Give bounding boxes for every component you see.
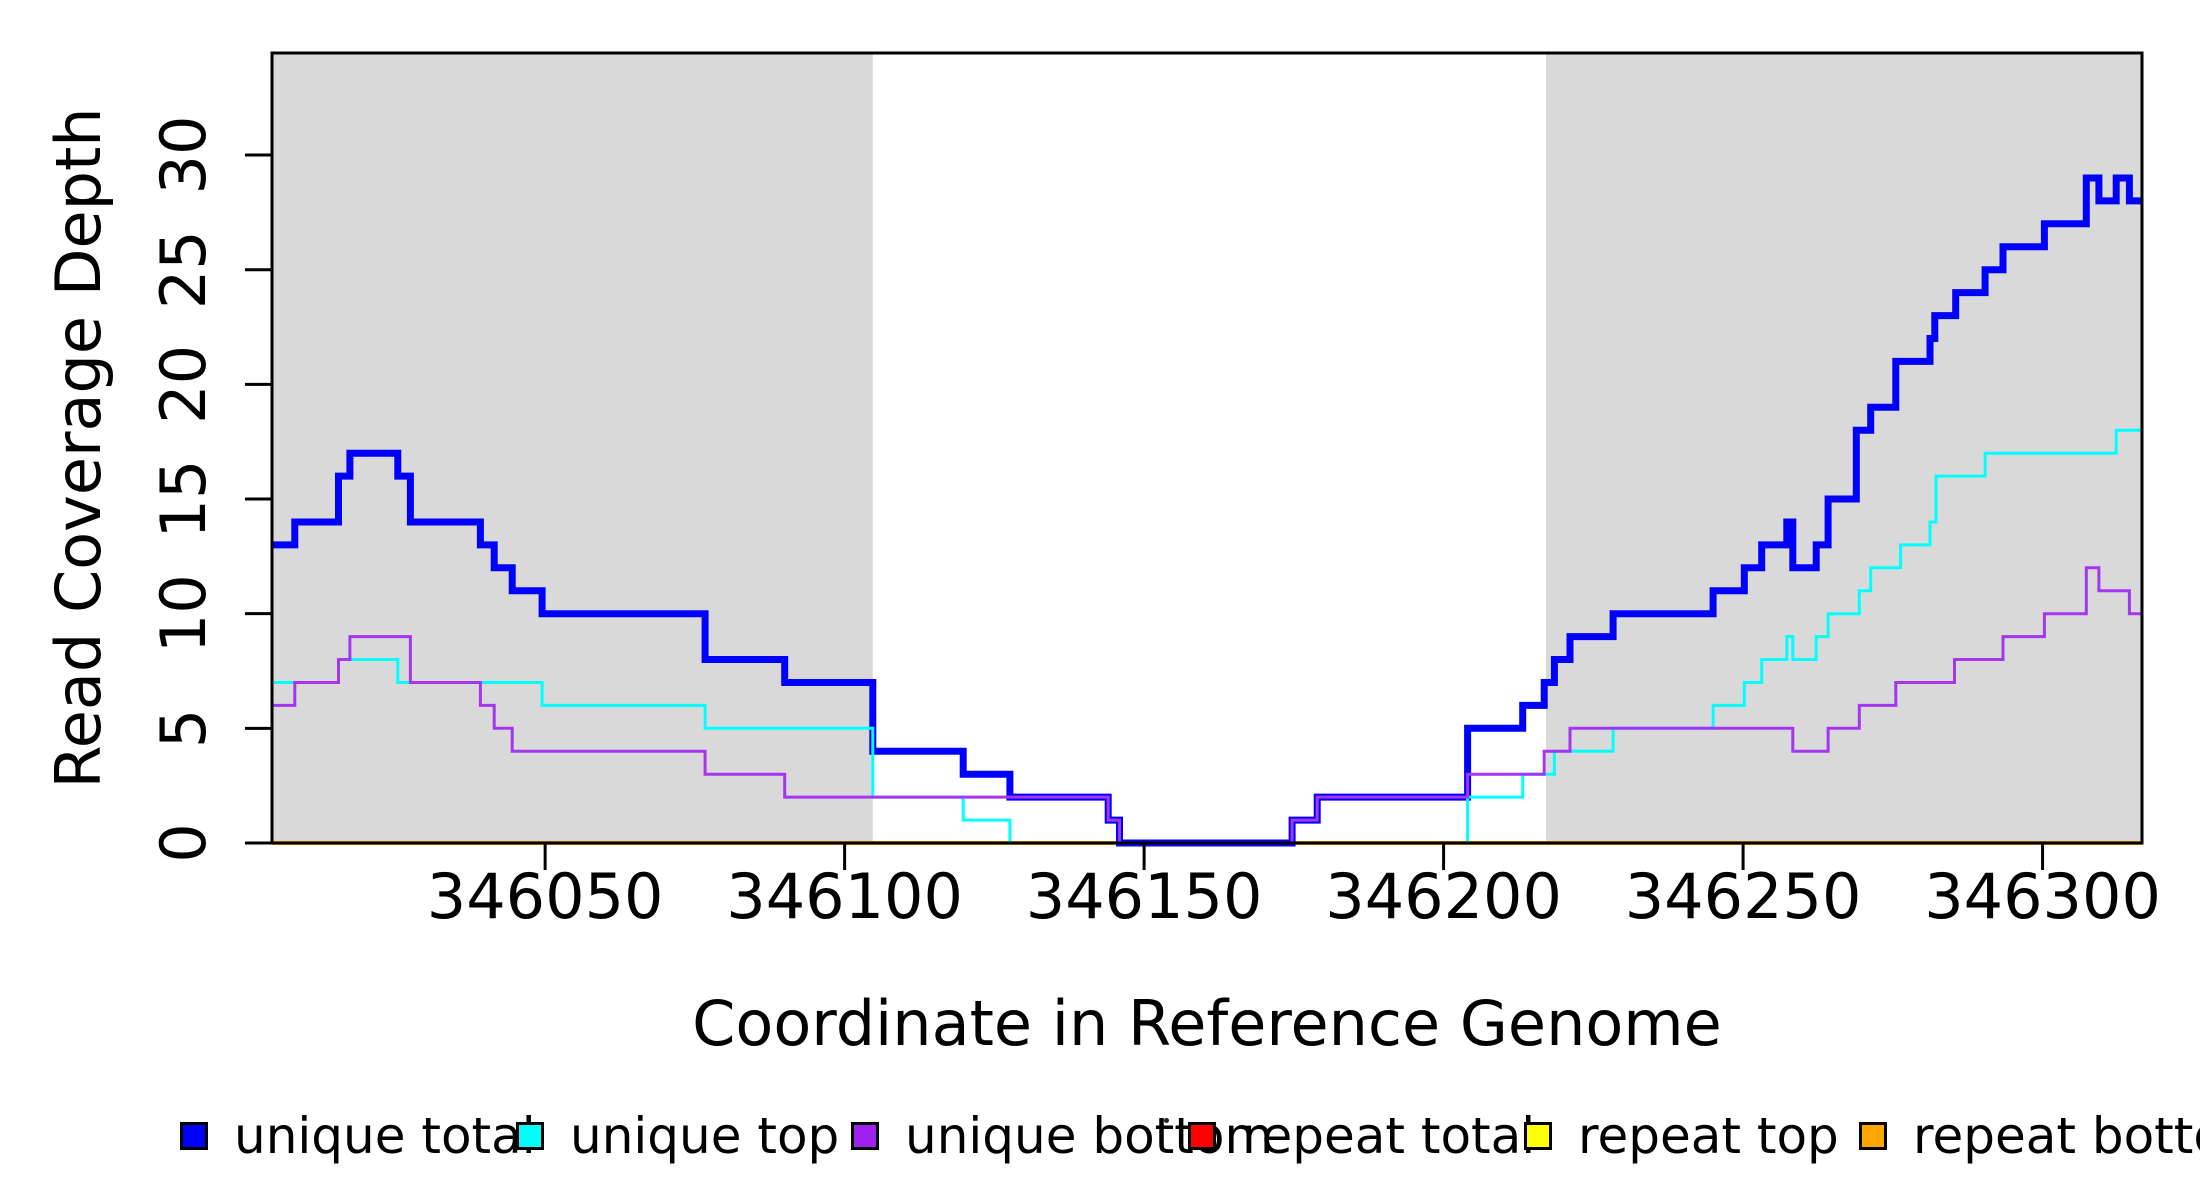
legend-item-repeat-total: repeat total xyxy=(1188,1107,1536,1165)
legend-item-repeat-bottom: repeat bottom xyxy=(1859,1107,2200,1165)
y-tick-label: 10 xyxy=(147,574,220,653)
x-tick-label: 346100 xyxy=(726,860,963,933)
plot-border xyxy=(270,51,2144,845)
y-axis-title: Read Coverage Depth xyxy=(42,107,115,788)
repeat-bottom-swatch-icon xyxy=(1859,1122,1887,1150)
x-axis-title: Coordinate in Reference Genome xyxy=(692,987,1722,1060)
x-tick-label: 346200 xyxy=(1325,860,1562,933)
unique-bottom-swatch-icon xyxy=(851,1122,879,1150)
shaded-region xyxy=(1546,53,2142,843)
legend-label: repeat top xyxy=(1578,1107,1839,1165)
y-tick-label: 5 xyxy=(147,709,220,748)
series-unique-total xyxy=(272,174,2142,847)
x-tick-label: 346250 xyxy=(1625,860,1862,933)
legend: unique total unique top unique bottom re… xyxy=(0,1107,2200,1178)
plot-box xyxy=(270,51,2144,845)
series-unique-bottom xyxy=(272,566,2142,845)
y-tick-label: 30 xyxy=(147,116,220,195)
series-unique-top xyxy=(272,428,2142,845)
y-tick-label: 15 xyxy=(147,460,220,539)
repeat-top-swatch-icon xyxy=(1524,1122,1552,1150)
legend-label: unique top xyxy=(570,1107,840,1165)
legend-label: unique total xyxy=(234,1107,536,1165)
shaded-region xyxy=(272,53,873,843)
x-tick-label: 346050 xyxy=(427,860,664,933)
repeat-total-swatch-icon xyxy=(1188,1122,1216,1150)
legend-item-unique-total: unique total xyxy=(180,1107,536,1165)
x-tick-label: 346150 xyxy=(1026,860,1263,933)
y-axis-ticks: 0 5 10 15 20 25 30 xyxy=(147,116,272,863)
x-tick-label: 346300 xyxy=(1924,860,2161,933)
legend-item-unique-top: unique top xyxy=(516,1107,840,1165)
y-tick-label: 0 xyxy=(147,823,220,862)
legend-label: repeat total xyxy=(1242,1107,1536,1165)
legend-item-repeat-top: repeat top xyxy=(1524,1107,1839,1165)
legend-label: repeat bottom xyxy=(1913,1107,2200,1165)
x-axis-ticks: 346050 346100 346150 346200 346250 346300 xyxy=(427,843,2161,933)
unique-total-swatch-icon xyxy=(180,1122,208,1150)
y-tick-label: 20 xyxy=(147,345,220,424)
unique-top-swatch-icon xyxy=(516,1122,544,1150)
y-tick-label: 25 xyxy=(147,230,220,309)
stray-dot xyxy=(1164,1118,1169,1123)
translocation-shaded-regions xyxy=(272,53,2142,843)
